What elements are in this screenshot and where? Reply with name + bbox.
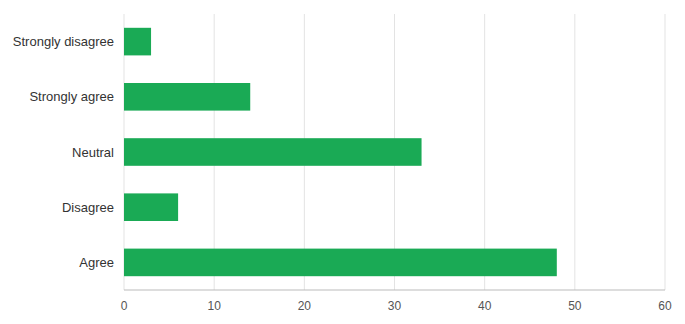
grid-line [665, 14, 666, 290]
bar [124, 193, 178, 221]
tick-label: 30 [388, 299, 402, 313]
bars [124, 28, 557, 276]
category-label: Neutral [72, 145, 114, 160]
tick-label: 60 [658, 299, 672, 313]
axis-line [124, 290, 665, 291]
category-label: Disagree [62, 200, 114, 215]
chart-svg: Strongly disagree Strongly agree Neutral Di… [0, 0, 685, 324]
bar [124, 83, 250, 111]
bar [124, 28, 151, 56]
bar [124, 249, 557, 277]
grid [124, 14, 665, 290]
bar [124, 138, 422, 166]
category-label: Strongly agree [29, 89, 114, 104]
grid-line [574, 14, 575, 290]
category-label: Strongly disagree [13, 34, 114, 49]
tick-labels: 0 10 20 30 40 50 60 [121, 299, 672, 313]
tick-label: 40 [478, 299, 492, 313]
tick-label: 50 [568, 299, 582, 313]
tick-label: 10 [207, 299, 221, 313]
tick-label: 0 [121, 299, 128, 313]
chart-container: Strongly disagree Strongly agree Neutral Di… [0, 0, 685, 324]
category-label: Agree [79, 255, 114, 270]
tick-label: 20 [298, 299, 312, 313]
category-labels: Strongly disagree Strongly agree Neutral Di… [13, 34, 114, 270]
